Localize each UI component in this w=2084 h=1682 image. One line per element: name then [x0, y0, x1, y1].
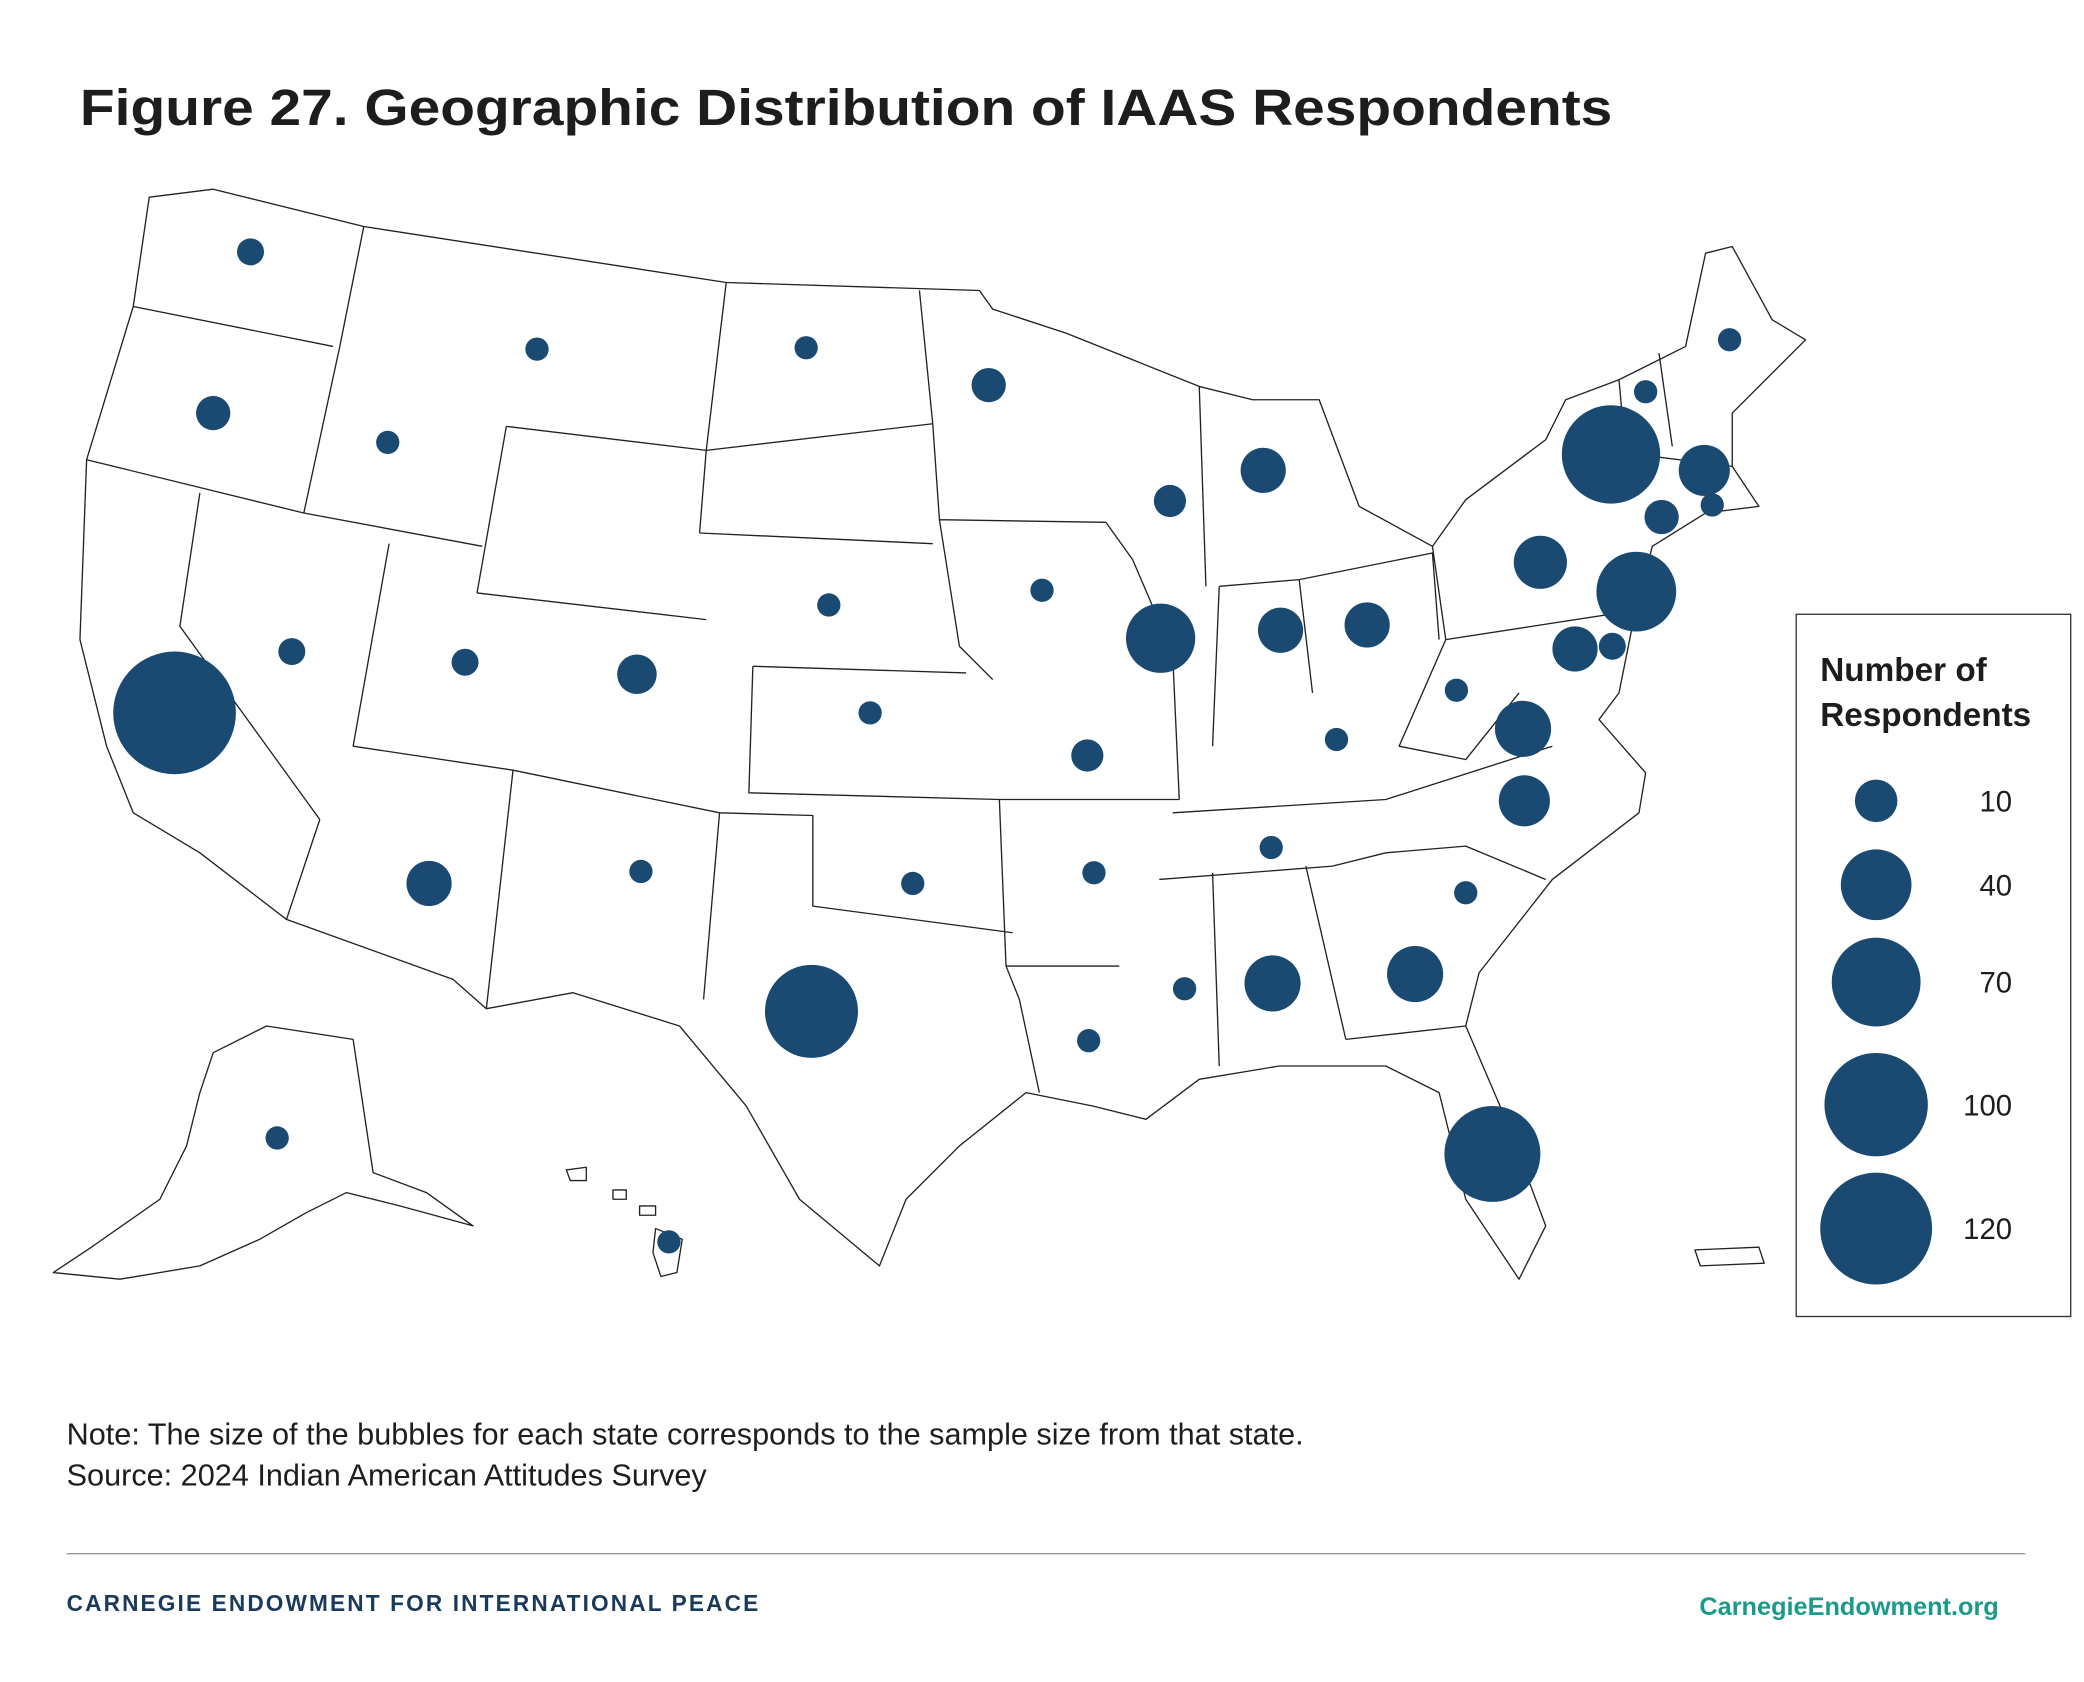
- legend-label: 10: [1979, 785, 2012, 818]
- note: Note: The size of the bubbles for each s…: [67, 1417, 1304, 1451]
- legend-title-wrap: Number of Respondents: [1820, 651, 2032, 735]
- bubble: [1596, 551, 1677, 632]
- bubble: [629, 859, 653, 884]
- legend-title: Number of Respondents: [1820, 651, 2032, 735]
- bubble: [1633, 380, 1658, 404]
- bubbles: [113, 238, 1742, 1254]
- bubble: [1498, 775, 1550, 827]
- canvas: Figure 27. Geographic Distribution of IA…: [52, 79, 2072, 1621]
- legend-bubble: [1831, 937, 1921, 1027]
- bubble: [1444, 678, 1469, 702]
- hawaii-outline: [565, 1166, 683, 1278]
- bubble: [451, 648, 479, 676]
- footer-url: CarnegieEndowment.org: [1699, 1593, 1998, 1621]
- bubble: [794, 336, 818, 360]
- bubble: [1678, 444, 1730, 496]
- bubble: [1077, 1029, 1101, 1053]
- bubble: [1257, 607, 1304, 653]
- bubble: [1387, 945, 1444, 1003]
- bubble: [1717, 328, 1742, 352]
- bubble: [617, 654, 657, 695]
- bubble: [858, 701, 882, 725]
- bubble: [1153, 484, 1187, 518]
- puerto-rico-outline: [1694, 1246, 1765, 1267]
- bubble: [1513, 535, 1567, 589]
- bubble: [376, 430, 400, 455]
- chart-title: Figure 27. Geographic Distribution of IA…: [80, 79, 1612, 136]
- bubble: [1172, 977, 1197, 1001]
- bubble: [901, 871, 925, 896]
- bubble: [1552, 626, 1598, 672]
- legend-label: 100: [1963, 1089, 2012, 1122]
- source: Source: 2024 Indian American Attitudes S…: [67, 1459, 708, 1493]
- legend-bubble: [1840, 849, 1912, 921]
- bubble: [1561, 405, 1661, 504]
- bubble: [525, 337, 549, 361]
- bubble: [265, 1126, 289, 1150]
- bubble: [406, 860, 452, 907]
- bubble: [1082, 861, 1106, 885]
- bubble: [278, 638, 306, 666]
- alaska-outline: [52, 1025, 474, 1280]
- bubble: [657, 1230, 681, 1254]
- legend-label: 70: [1979, 967, 2012, 1000]
- bubble: [1030, 578, 1054, 602]
- legend-label: 40: [1979, 869, 2012, 902]
- bubble: [1444, 1105, 1541, 1202]
- legend-label: 120: [1963, 1213, 2012, 1246]
- bubble: [1125, 603, 1196, 673]
- bubble: [196, 395, 231, 431]
- bubble: [764, 964, 858, 1058]
- legend: 10 40 70 100 120: [1820, 779, 2012, 1285]
- legend-bubble: [1820, 1172, 1933, 1285]
- bubble: [1700, 493, 1724, 517]
- footer-org: CARNEGIE ENDOWMENT FOR INTERNATIONAL PEA…: [67, 1590, 761, 1616]
- bubble: [1494, 700, 1552, 757]
- bubble: [237, 238, 264, 266]
- bubble: [1259, 835, 1283, 860]
- bubble: [1071, 739, 1104, 772]
- bubble: [1240, 447, 1286, 493]
- mainland-outline: [79, 188, 1807, 1280]
- bubble: [1598, 632, 1626, 660]
- bubble: [1344, 602, 1390, 648]
- bubble: [817, 593, 841, 617]
- bubble: [113, 651, 236, 775]
- bubble: [1644, 499, 1679, 535]
- map: [52, 188, 1807, 1280]
- legend-bubble: [1824, 1052, 1928, 1157]
- bubble: [1244, 955, 1301, 1012]
- bubble: [1324, 727, 1349, 752]
- bubble: [1454, 881, 1478, 905]
- legend-bubble: [1854, 779, 1898, 823]
- bubble: [971, 367, 1006, 403]
